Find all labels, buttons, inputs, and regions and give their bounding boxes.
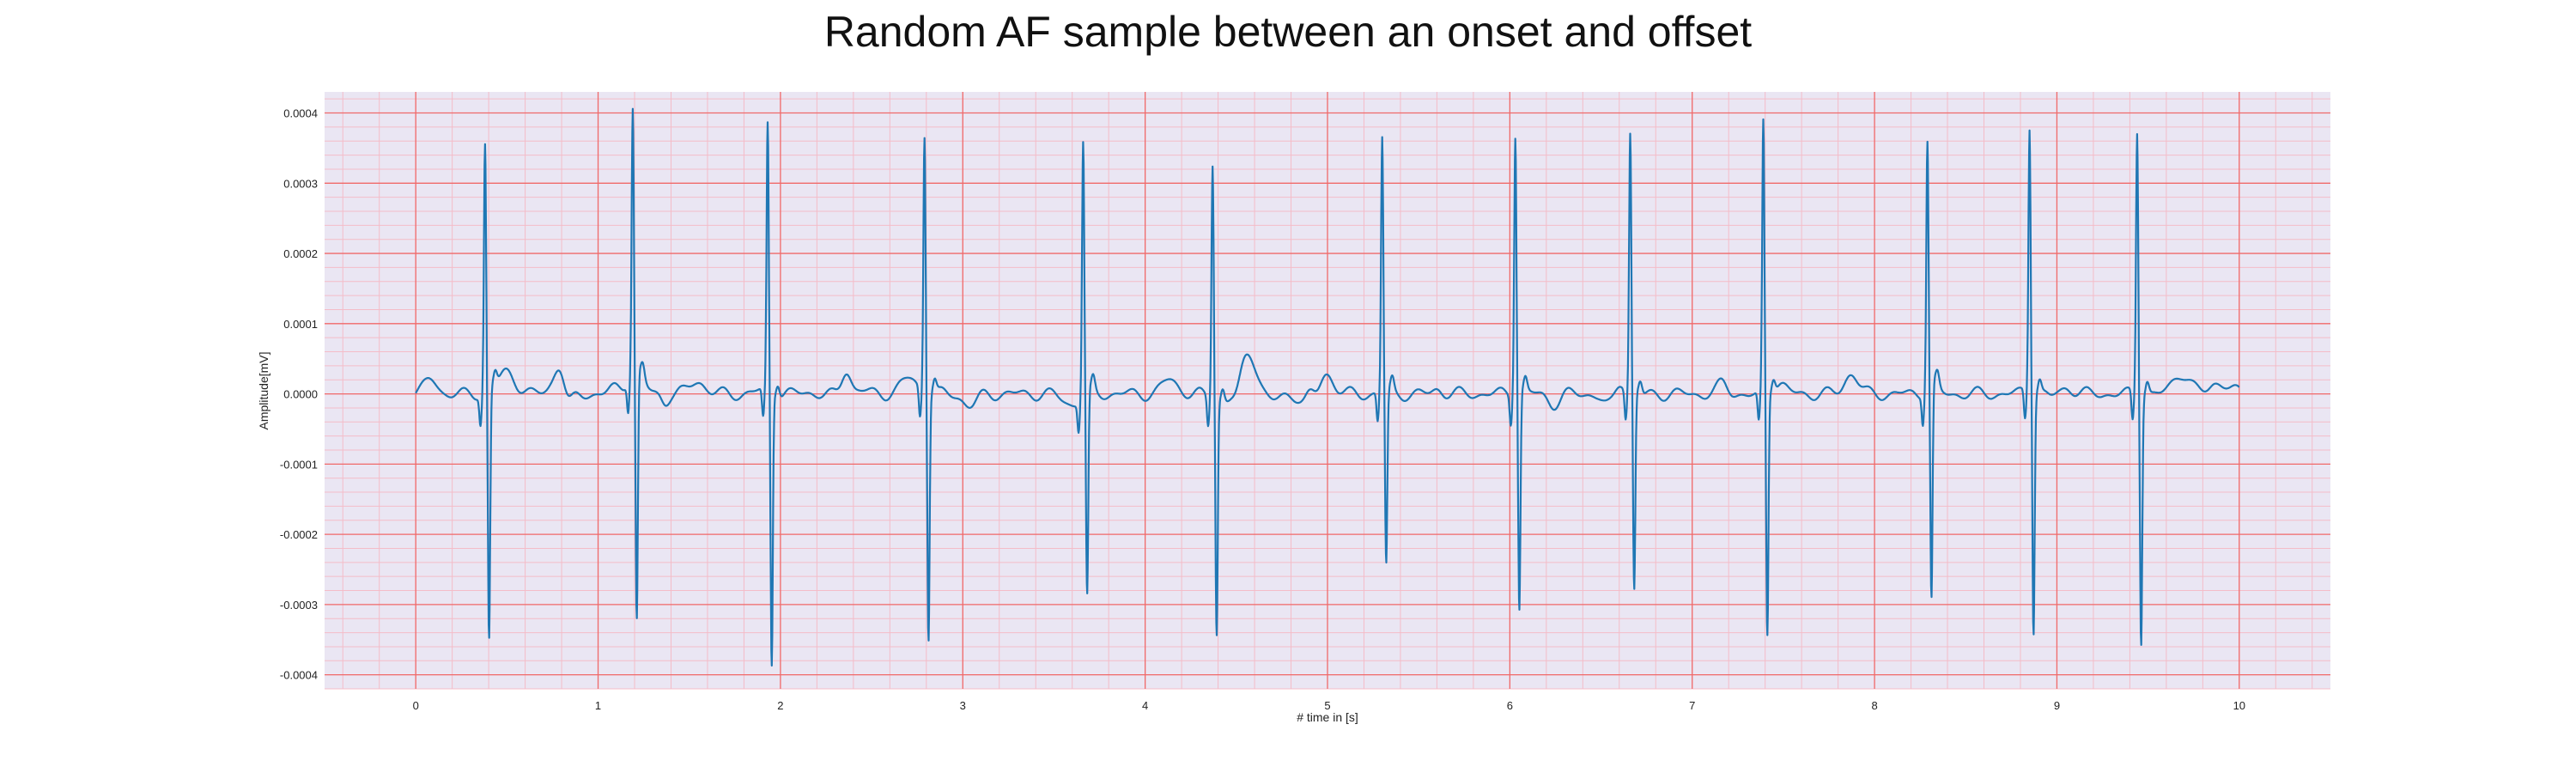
y-tick-label: 0.0000 xyxy=(283,388,318,401)
x-tick-label: 3 xyxy=(960,699,966,712)
chart-title: Random AF sample between an onset and of… xyxy=(823,8,1753,56)
y-tick-label: 0.0004 xyxy=(283,107,318,120)
x-tick-label: 7 xyxy=(1689,699,1695,712)
y-tick-label: -0.0003 xyxy=(280,599,318,612)
x-tick-label: 8 xyxy=(1871,699,1877,712)
x-tick-label: 5 xyxy=(1324,699,1330,712)
ecg-signal-line xyxy=(415,107,2240,667)
x-tick-label: 4 xyxy=(1142,699,1148,712)
y-axis-label: Amplitude[mV] xyxy=(257,351,270,429)
y-tick-label: -0.0001 xyxy=(280,458,318,471)
y-tick-label: 0.0003 xyxy=(283,177,318,190)
x-tick-label: 0 xyxy=(413,699,419,712)
y-tick-label: -0.0004 xyxy=(280,669,318,682)
x-tick-label: 10 xyxy=(2233,699,2245,712)
x-axis-label: # time in [s] xyxy=(1297,710,1358,724)
x-tick-label: 1 xyxy=(595,699,601,712)
x-tick-label: 2 xyxy=(777,699,783,712)
x-tick-label: 9 xyxy=(2054,699,2060,712)
y-tick-label: 0.0002 xyxy=(283,247,318,260)
x-tick-labels: 0 1 2 3 4 5 6 7 8 9 10 xyxy=(413,699,2245,712)
x-tick-label: 6 xyxy=(1507,699,1513,712)
y-tick-label: -0.0002 xyxy=(280,528,318,541)
y-tick-labels: -0.0004 -0.0003 -0.0002 -0.0001 0.0000 0.0001… xyxy=(280,107,318,682)
y-tick-label: 0.0001 xyxy=(283,318,318,331)
